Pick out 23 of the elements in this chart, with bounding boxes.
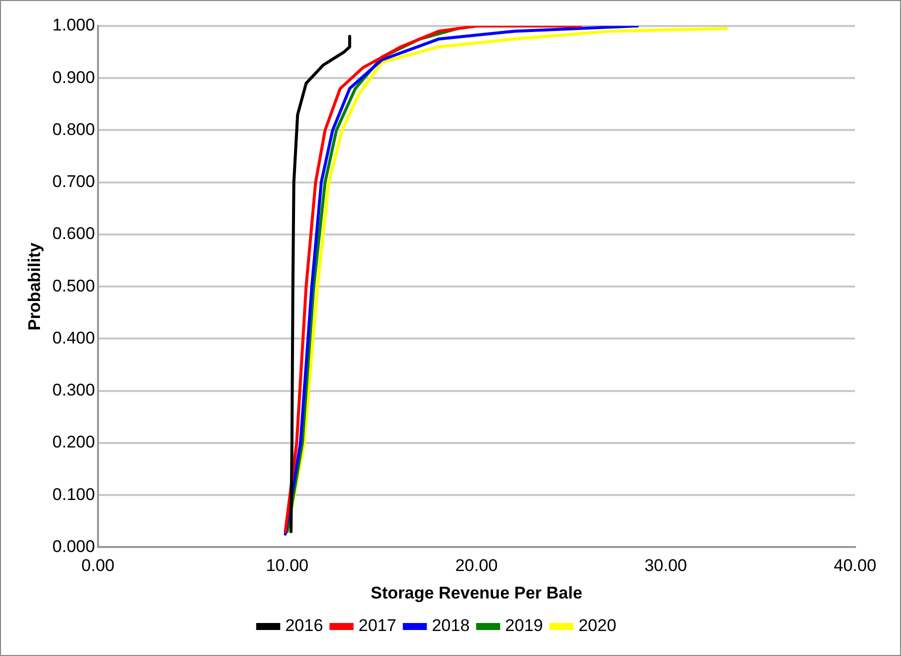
x-tick-label: 10.00 [266,556,308,576]
y-tick-label: 0.400 [52,328,95,348]
legend-label: 2018 [432,616,470,636]
y-tick-label: 0.900 [52,68,95,87]
y-tick-label: 0.600 [52,224,95,244]
legend-label: 2019 [505,616,543,636]
y-tick-label: 0.500 [52,276,95,296]
x-tick-label: 30.00 [644,556,688,576]
y-axis-title: Probability [24,242,44,331]
y-tick-label: 0.200 [52,432,95,452]
x-tick-label: 0.00 [81,556,114,576]
x-axis-title: Storage Revenue Per Bale [370,583,582,602]
y-tick-label: 0.300 [52,380,95,400]
y-tick-label: 0.700 [52,172,95,192]
legend-label: 2020 [578,616,616,636]
y-tick-label: 1.000 [52,16,95,35]
y-tick-label: 0.800 [52,120,95,139]
x-tick-label: 40.00 [834,556,876,576]
y-tick-label: 0.100 [52,484,95,504]
x-tick-label: 20.00 [455,556,498,576]
y-tick-label: 0.000 [52,536,95,556]
legend-label: 2016 [285,616,324,636]
legend-label: 2017 [358,616,396,636]
